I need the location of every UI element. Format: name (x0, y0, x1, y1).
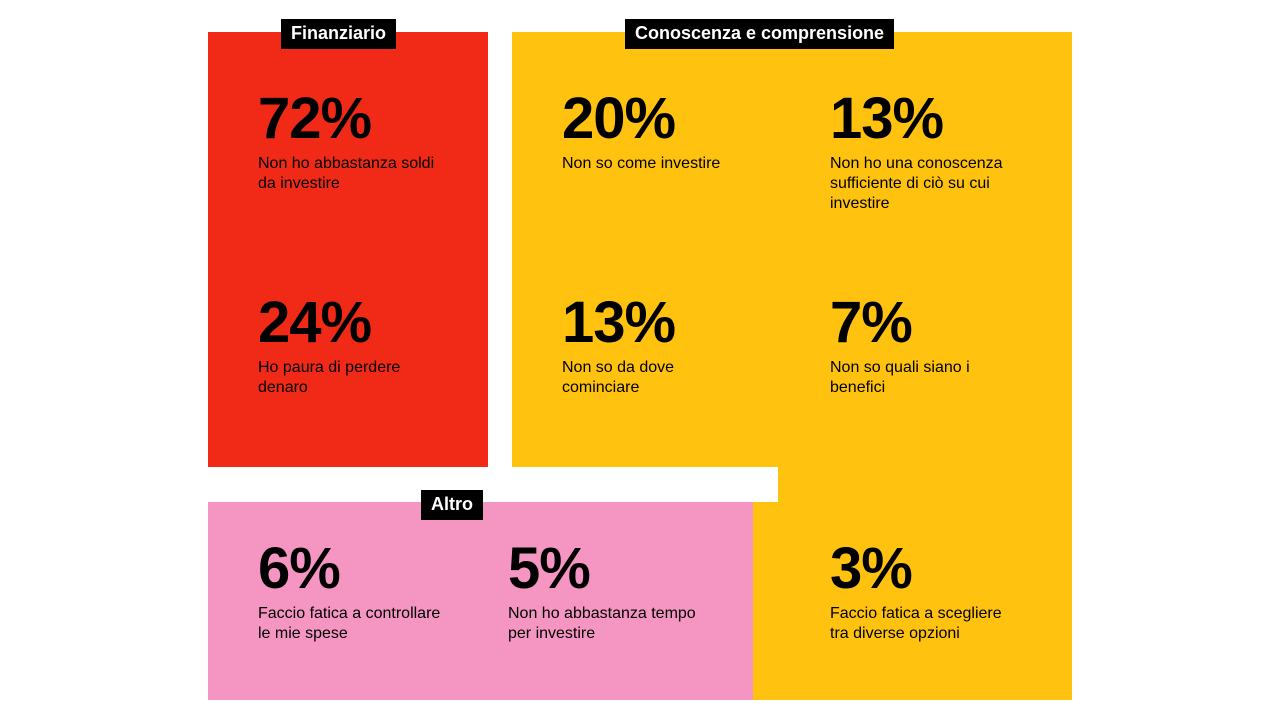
stat-knowledge-4: 3% Faccio fatica a scegliere tra diverse… (830, 540, 1020, 644)
stat-other-0: 6% Faccio fatica a controllare le mie sp… (258, 540, 448, 644)
stat-pct: 6% (258, 540, 448, 598)
stat-desc: Ho paura di perdere denaro (258, 358, 448, 398)
stat-knowledge-2: 13% Non so da dove cominciare (562, 294, 752, 398)
stat-desc: Non so come investire (562, 154, 720, 174)
stat-desc: Faccio fatica a controllare le mie spese (258, 604, 448, 644)
badge-financial: Finanziario (281, 19, 396, 49)
stat-pct: 20% (562, 90, 720, 148)
stat-desc: Faccio fatica a scegliere tra diverse op… (830, 604, 1020, 644)
stat-other-1: 5% Non ho abbastanza tempo per investire (508, 540, 698, 644)
stat-desc: Non ho abbastanza soldi da investire (258, 154, 448, 194)
stat-pct: 7% (830, 294, 1020, 352)
stat-pct: 13% (562, 294, 752, 352)
stat-knowledge-3: 7% Non so quali siano i benefici (830, 294, 1020, 398)
white-notch (208, 467, 778, 502)
stat-desc: Non so da dove cominciare (562, 358, 752, 398)
stat-pct: 3% (830, 540, 1020, 598)
stat-pct: 13% (830, 90, 1020, 148)
stat-financial-0: 72% Non ho abbastanza soldi da investire (258, 90, 448, 194)
stat-desc: Non so quali siano i benefici (830, 358, 1020, 398)
stat-knowledge-0: 20% Non so come investire (562, 90, 720, 174)
stat-financial-1: 24% Ho paura di perdere denaro (258, 294, 448, 398)
stat-desc: Non ho abbastanza tempo per investire (508, 604, 698, 644)
stat-knowledge-1: 13% Non ho una conoscenza sufficiente di… (830, 90, 1020, 214)
stat-desc: Non ho una conoscenza sufficiente di ciò… (830, 154, 1020, 214)
stat-pct: 5% (508, 540, 698, 598)
stat-pct: 72% (258, 90, 448, 148)
badge-other: Altro (421, 490, 483, 520)
badge-knowledge: Conoscenza e comprensione (625, 19, 894, 49)
stat-pct: 24% (258, 294, 448, 352)
